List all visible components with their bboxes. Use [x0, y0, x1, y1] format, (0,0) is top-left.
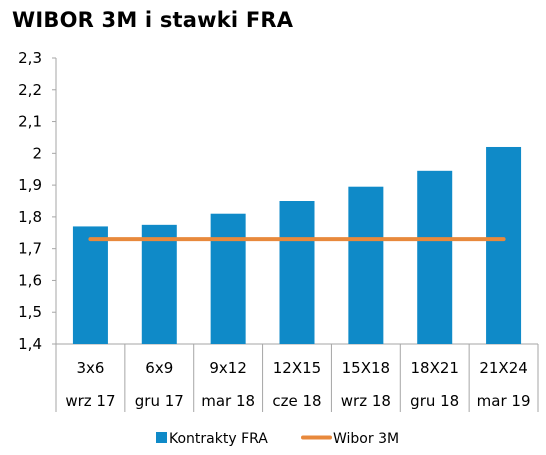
y-tick-label: 1,7: [18, 240, 42, 258]
x-category-label: 9x12: [209, 359, 247, 377]
chart-title: WIBOR 3M i stawki FRA: [12, 8, 294, 32]
bar-21X24: [486, 146, 522, 344]
x-category-label: 21X24: [479, 359, 527, 377]
x-date-label: mar 19: [477, 392, 531, 410]
legend-label-wibor-3m: Wibor 3M: [333, 431, 399, 447]
x-date-label: gru 17: [135, 392, 184, 410]
x-category-label: 6x9: [145, 359, 173, 377]
x-date-label: wrz 18: [341, 392, 391, 410]
y-tick-label: 1,6: [18, 271, 42, 289]
y-tick-label: 1,5: [18, 303, 42, 321]
x-date-label: gru 18: [410, 392, 459, 410]
chart-legend: Kontrakty FRA Wibor 3M: [156, 431, 399, 447]
y-tick-label: 2,3: [18, 49, 42, 67]
y-tick-label: 2,2: [18, 81, 42, 99]
bar-12X15: [279, 201, 315, 344]
bar-6x9: [141, 224, 177, 344]
x-category-label: 12X15: [273, 359, 321, 377]
x-category-label: 3x6: [76, 359, 104, 377]
bar-15X18: [348, 186, 384, 344]
y-tick-label: 2: [32, 144, 42, 162]
bar-9x12: [210, 213, 246, 344]
y-tick-label: 1,9: [18, 176, 42, 194]
legend-swatch-kontrakty-fra: [156, 432, 167, 443]
x-date-label: cze 18: [272, 392, 321, 410]
y-axis-ticks: 1,4 1,5 1,6 1,7 1,8 1,9 2 2,1 2,2 2,3: [18, 49, 56, 353]
x-date-label: wrz 17: [65, 392, 115, 410]
y-tick-label: 1,8: [18, 208, 42, 226]
legend-label-kontrakty-fra: Kontrakty FRA: [169, 431, 268, 447]
x-category-label: 15X18: [342, 359, 390, 377]
x-date-label: mar 18: [201, 392, 255, 410]
y-tick-label: 1,4: [18, 335, 42, 353]
bar-series: [72, 146, 522, 344]
x-category-label: 18X21: [410, 359, 458, 377]
x-axis-categories: 3x6 wrz 17 6x9 gru 17 9x12 mar 18 12X15 cze 18 1…: [65, 359, 530, 410]
y-tick-label: 2,1: [18, 113, 42, 131]
bar-18X21: [417, 170, 453, 344]
bar-3x6: [72, 226, 108, 344]
